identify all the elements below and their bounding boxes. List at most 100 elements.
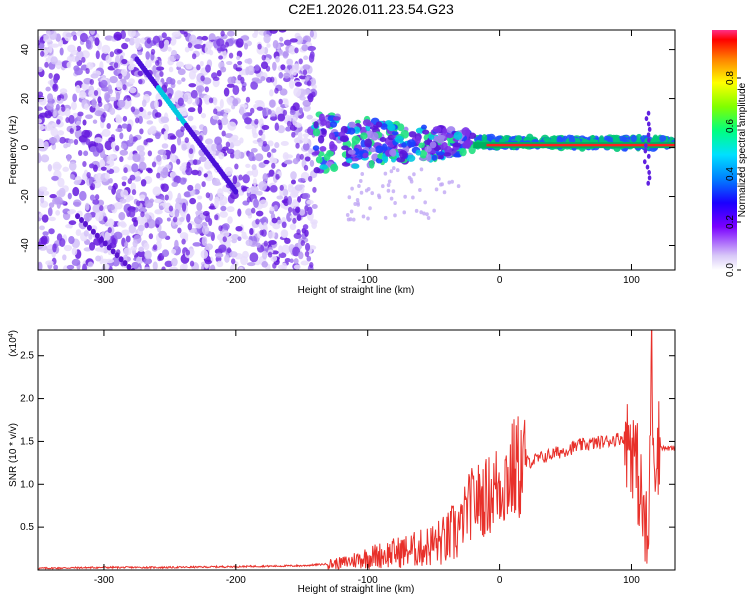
colorbar-tick-label: 0.2 [725, 215, 736, 229]
noise-blob [255, 210, 264, 217]
snr-data-point [459, 527, 460, 528]
carrier-blob [651, 135, 661, 144]
striation-blob [300, 239, 306, 246]
noise-blob [176, 158, 181, 165]
noise-blob [219, 210, 228, 218]
striation-blob [143, 139, 148, 146]
noise-blob [214, 198, 219, 209]
striation-blob [61, 105, 66, 112]
noise-blob [220, 205, 227, 212]
drift-blob [402, 210, 407, 215]
noise-blob [146, 120, 154, 125]
noise-blob [63, 143, 69, 149]
carrier-blob [428, 134, 435, 140]
noise-blob [306, 199, 314, 205]
carrier-blob [542, 136, 551, 142]
striation-blob [265, 65, 271, 72]
noise-blob [311, 204, 318, 209]
striation-blob [123, 167, 128, 174]
noise-blob [181, 111, 189, 116]
noise-blob [283, 72, 291, 79]
noise-blob [101, 128, 111, 138]
noise-blob [181, 143, 187, 151]
carrier-blob [370, 132, 379, 141]
noise-blob [113, 31, 123, 41]
noise-blob [290, 171, 297, 180]
noise-blob [194, 183, 201, 191]
noise-blob [294, 184, 303, 191]
noise-blob [289, 109, 296, 115]
noise-blob [193, 216, 203, 225]
noise-blob [82, 263, 87, 270]
carrier-blob [364, 138, 373, 148]
striation-blob [85, 67, 90, 74]
noise-blob [218, 244, 227, 253]
striation-blob [238, 174, 243, 181]
noise-blob [72, 186, 80, 197]
noise-blob [101, 44, 111, 55]
noise-blob [214, 115, 219, 120]
noise-blob [204, 160, 212, 170]
striation-blob [208, 97, 214, 104]
noise-blob [66, 61, 72, 69]
striation-blob [136, 200, 141, 207]
drift-blob [383, 215, 388, 220]
noise-blob [222, 146, 229, 151]
carrier-blob [422, 129, 430, 135]
striation-blob [312, 186, 317, 193]
noise-blob [280, 64, 286, 71]
carrier-blob [381, 143, 388, 151]
carrier-blob [332, 116, 341, 121]
drift-blob [383, 171, 388, 176]
noise-blob [154, 112, 162, 118]
noise-blob [38, 124, 45, 131]
noise-blob [223, 113, 228, 119]
drift-blob [411, 195, 415, 200]
spike-blob [646, 121, 651, 127]
drift-blob [422, 211, 426, 216]
noise-blob [306, 114, 313, 120]
snr-ticks: -300 -200 -100 0 100 0.5 1.0 1.5 2.0 2.5 [20, 330, 675, 586]
noise-blob [39, 112, 48, 118]
striation-blob [220, 30, 225, 37]
noise-blob [145, 51, 151, 60]
drift-blob [403, 194, 407, 199]
snr-xtick-label: 100 [623, 575, 640, 586]
noise-blob [179, 177, 187, 185]
noise-blob [124, 37, 131, 42]
noise-blob [286, 212, 293, 222]
noise-blob [224, 254, 230, 263]
noise-blob [179, 264, 186, 270]
noise-blob [215, 111, 224, 116]
striation-blob [213, 108, 218, 115]
striation-blob [251, 207, 256, 214]
noise-blob [163, 130, 169, 141]
noise-blob [56, 119, 61, 125]
noise-blob [42, 231, 49, 236]
striation-blob [267, 251, 273, 258]
noise-blob [216, 142, 223, 152]
striation-blob [245, 96, 251, 103]
noise-blob [226, 96, 235, 104]
striation-blob [279, 184, 284, 191]
noise-blob [59, 238, 66, 247]
spike-blob [646, 110, 651, 116]
noise-blob [263, 34, 271, 44]
noise-blob [283, 204, 290, 210]
striation-blob [303, 164, 309, 171]
noise-blob [40, 235, 48, 246]
striation-blob [38, 39, 41, 46]
noise-blob [220, 66, 227, 73]
noise-blob [297, 196, 302, 203]
noise-blob [247, 262, 256, 267]
snr-data-point [552, 454, 553, 455]
noise-blob [171, 31, 181, 38]
noise-blob [68, 235, 75, 245]
carrier-blob [375, 145, 384, 154]
noise-blob [100, 166, 107, 171]
noise-blob [269, 30, 278, 34]
noise-blob [117, 221, 122, 227]
drift-blob [351, 217, 356, 222]
striation-blob [89, 78, 95, 85]
drift-blob [407, 175, 412, 180]
